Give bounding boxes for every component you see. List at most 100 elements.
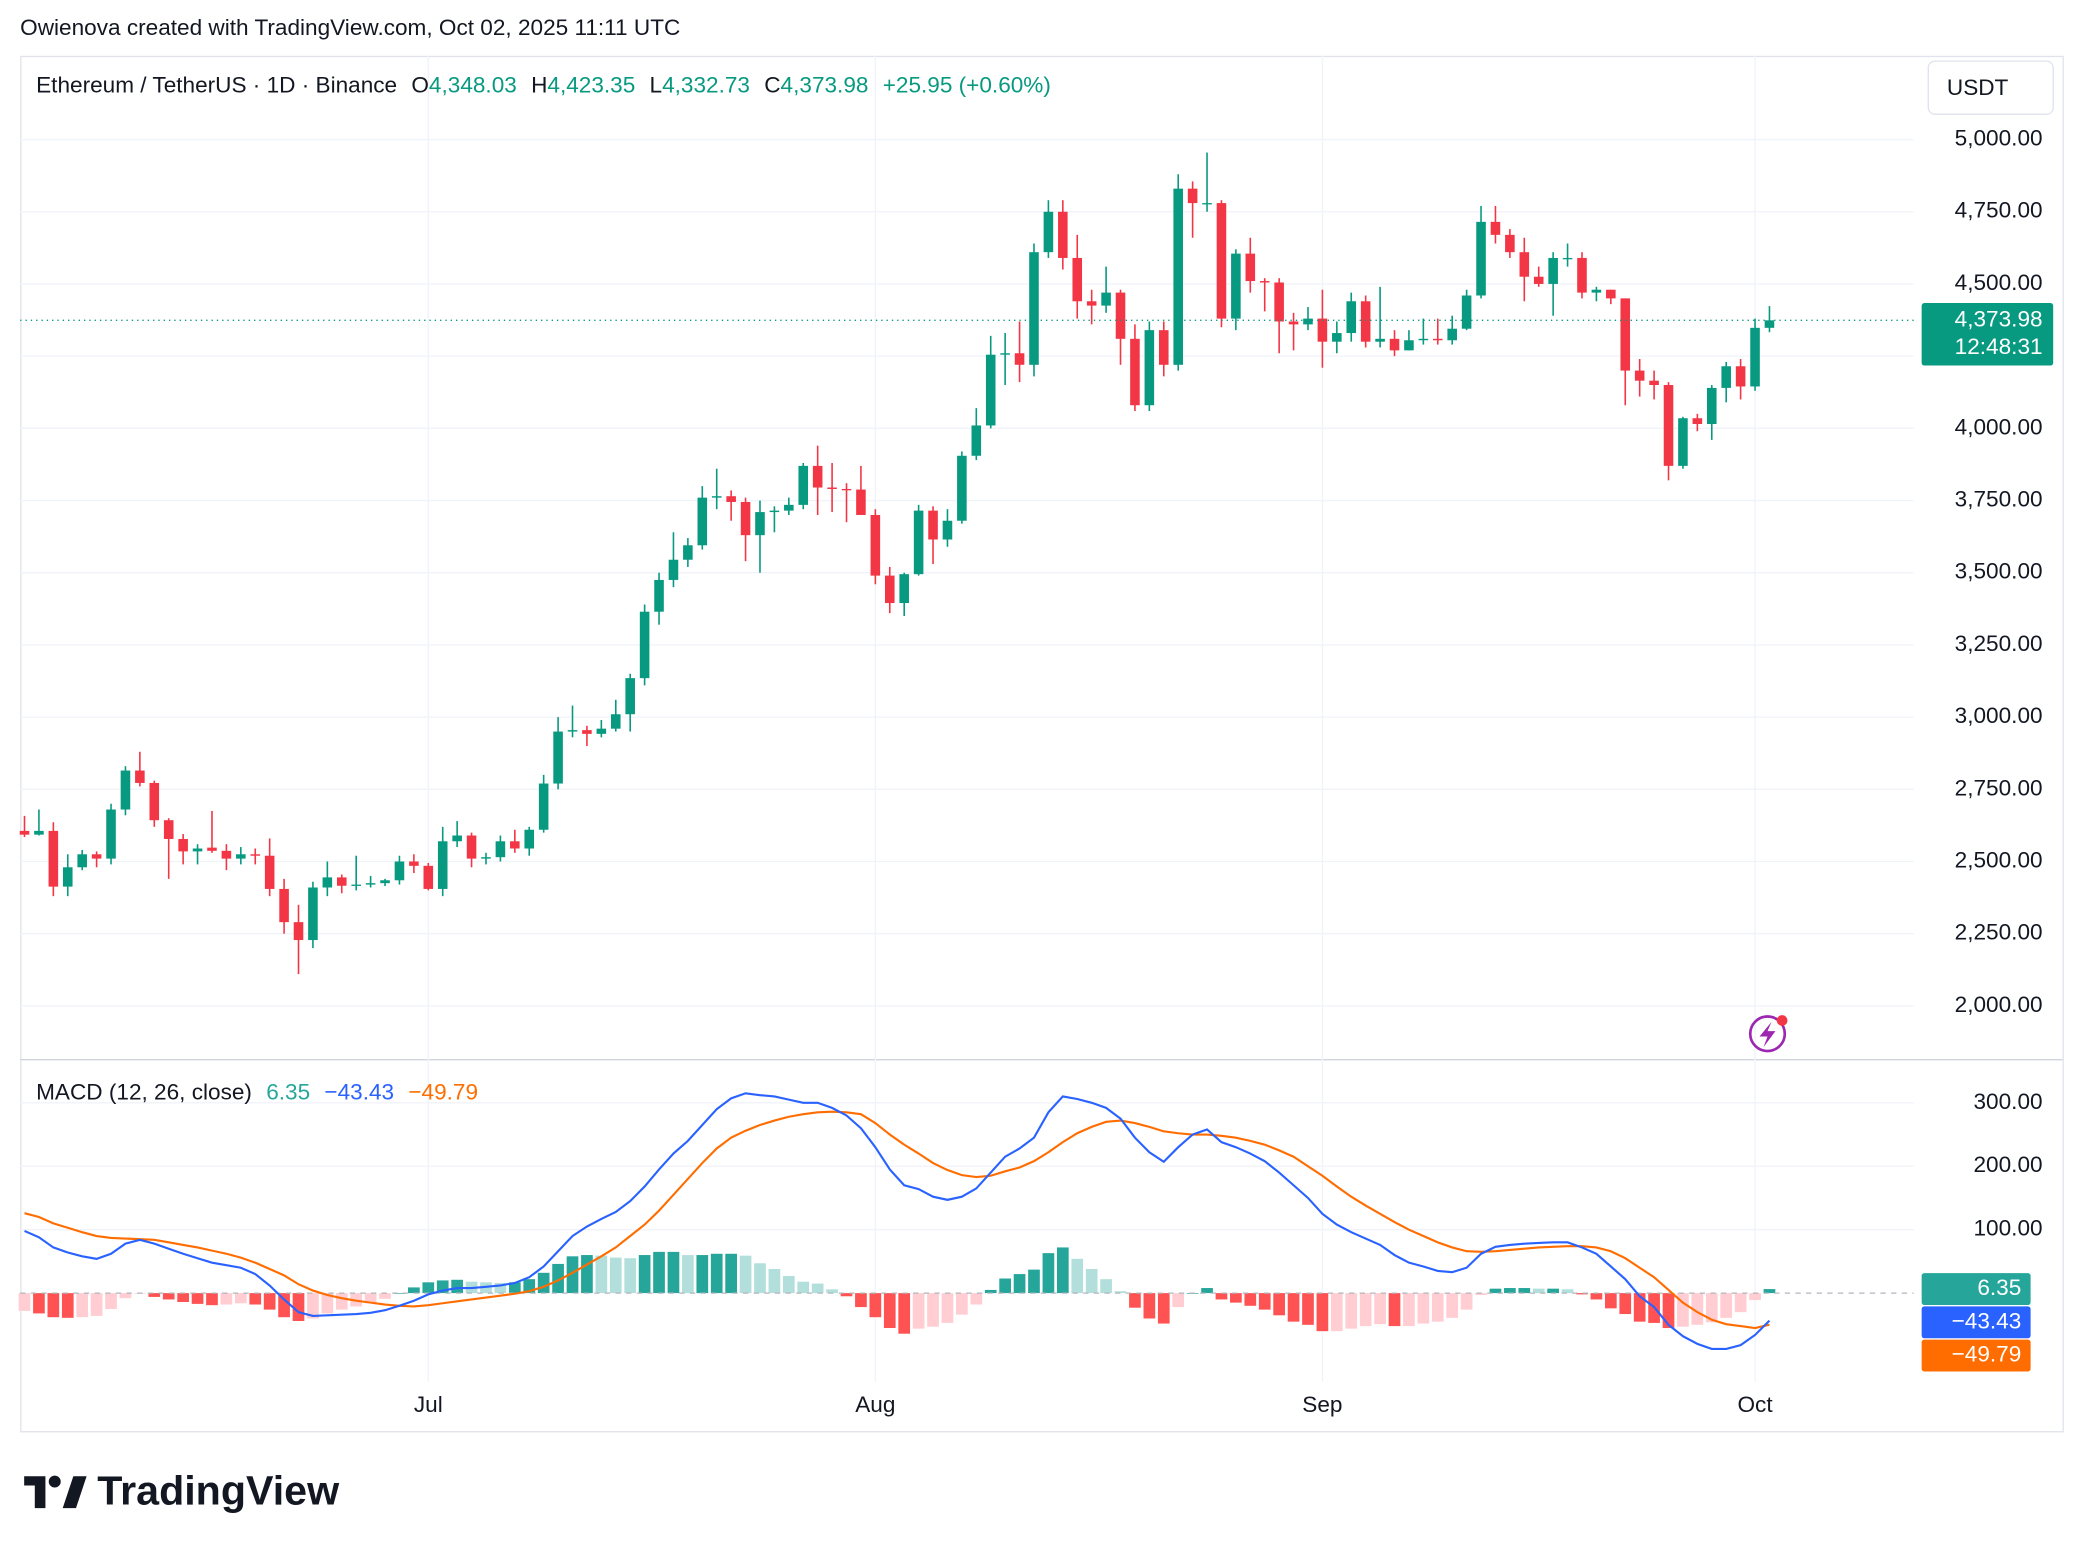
histogram-bar: [422, 1282, 435, 1294]
candle-body: [1649, 380, 1659, 386]
candle-body: [928, 510, 938, 540]
candle-body: [149, 782, 160, 821]
candle-body: [293, 922, 304, 941]
histogram-bar: [1705, 1293, 1718, 1323]
candle-body: [481, 857, 491, 859]
histogram-bar: [1619, 1293, 1632, 1315]
histogram-bar: [436, 1280, 449, 1294]
histogram-bar: [768, 1269, 781, 1294]
histogram-bar: [956, 1293, 968, 1315]
histogram-bar: [1085, 1269, 1098, 1294]
close-value: 4,373.98: [781, 72, 869, 97]
candle-body: [62, 867, 73, 887]
candle-body: [683, 545, 693, 560]
histogram-bar: [1691, 1293, 1704, 1325]
candle-body: [1404, 340, 1414, 351]
watermark: Owienova created with TradingView.com, O…: [20, 15, 680, 40]
histogram-bar: [595, 1255, 608, 1294]
alert-bolt[interactable]: [1759, 1021, 1776, 1048]
histogram-bar: [1388, 1293, 1401, 1327]
histogram-bar: [451, 1279, 463, 1294]
candle-body: [625, 678, 635, 715]
candle-body: [1577, 257, 1587, 293]
candle-body: [192, 848, 203, 852]
histogram-bar: [1561, 1289, 1574, 1294]
candle-body: [1663, 385, 1674, 466]
candle-body: [1332, 333, 1342, 342]
currency-button[interactable]: [1927, 60, 2054, 115]
logo[interactable]: TradingView: [24, 1467, 340, 1513]
candle-body: [1187, 188, 1198, 204]
candle-body: [1115, 292, 1126, 339]
y-tick-label: 4,750.00: [1955, 198, 2043, 223]
macd-title: MACD (12, 26, close): [36, 1080, 252, 1105]
candle-body: [351, 884, 361, 886]
candle-body: [221, 850, 232, 859]
candle-body: [1606, 289, 1616, 299]
histogram-bar: [1114, 1291, 1127, 1294]
candle-body: [697, 497, 708, 546]
histogram-bar: [508, 1282, 521, 1294]
candle-body: [1144, 330, 1155, 406]
histogram-bar: [1028, 1269, 1040, 1294]
open-prefix: O: [411, 72, 429, 97]
candle-body: [466, 835, 477, 859]
histogram-bar: [811, 1283, 824, 1294]
last-price-label: 4,373.98: [1955, 306, 2043, 331]
alert-ring[interactable]: [1748, 1015, 1787, 1053]
candle-body: [409, 861, 419, 866]
histogram-bar: [1489, 1288, 1502, 1294]
candle-body: [1476, 221, 1486, 296]
candle-body: [1173, 188, 1183, 365]
marks: [18, 152, 1914, 1350]
candle-body: [1259, 281, 1270, 283]
candle-body: [394, 861, 405, 881]
candle-body: [870, 514, 881, 576]
histogram-bar: [18, 1293, 31, 1311]
candle-body: [1058, 211, 1068, 258]
histogram-bar: [1129, 1293, 1141, 1308]
histogram-bar: [1763, 1289, 1776, 1294]
histogram-bar: [566, 1256, 579, 1294]
histogram-bar: [105, 1293, 117, 1309]
currency-label[interactable]: USDT: [1947, 75, 2009, 100]
alert-icon[interactable]: [1748, 1015, 1788, 1053]
candle-body: [639, 611, 650, 679]
histogram-bar: [1734, 1293, 1747, 1313]
logo-text[interactable]: TradingView: [97, 1467, 340, 1513]
histogram-bar: [321, 1293, 334, 1314]
candle-body: [1360, 301, 1371, 342]
histogram-bar: [494, 1282, 507, 1294]
histogram-bar: [1287, 1293, 1300, 1322]
histogram-value: 6.35: [266, 1080, 310, 1105]
histogram-bar: [1446, 1293, 1459, 1318]
candle-body: [1447, 328, 1457, 341]
x-tick-label: Jul: [414, 1392, 443, 1417]
candle-body: [1706, 387, 1717, 425]
candle-body: [1591, 289, 1602, 293]
high-prefix: H: [531, 72, 547, 97]
candle-body: [610, 714, 621, 729]
logo-dot: [48, 1475, 61, 1488]
histogram-bar: [61, 1293, 74, 1318]
histogram-bar: [1100, 1279, 1112, 1294]
candle-body: [1043, 211, 1054, 253]
y-tick-label: 200.00: [1973, 1152, 2042, 1177]
grid: [20, 55, 1914, 1382]
plot-layer: Jul Aug Sep Oct 2,000.00 2,250.00 2,500.00 2,75…: [18, 55, 2054, 1417]
y-tick-label: 4,500.00: [1955, 270, 2043, 295]
candle-body: [985, 354, 996, 426]
histogram-bar: [883, 1293, 896, 1328]
candle-body: [784, 504, 794, 511]
x-tick-label: Oct: [1737, 1392, 1773, 1417]
change-value: +25.95 (+0.60%): [883, 72, 1051, 97]
histogram-bar: [1071, 1258, 1084, 1294]
histogram-bar: [1244, 1293, 1257, 1306]
histogram-bar: [725, 1253, 737, 1294]
candle-body: [336, 877, 347, 886]
candle-body: [1764, 320, 1775, 328]
histogram-bar: [581, 1255, 593, 1294]
histogram-bar: [1230, 1293, 1242, 1303]
last-price-box: [1921, 303, 2054, 366]
